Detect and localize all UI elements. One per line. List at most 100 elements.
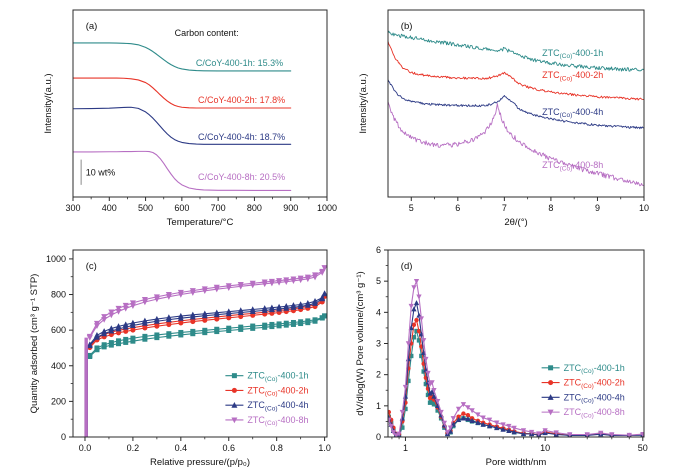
marker-square [262, 324, 268, 330]
y-tick-label: 0 [376, 432, 381, 442]
marker-circle [190, 319, 196, 325]
marker-triangle-up [547, 394, 554, 400]
y-axis-label: Intensity/(a.u.) [43, 73, 54, 133]
curve-label: ZTC(Co)-400-4h [542, 107, 603, 119]
plot-frame [72, 249, 328, 438]
marker-circle [548, 380, 554, 386]
x-tick-label: 0.8 [270, 443, 283, 453]
x-tick-label: 10 [639, 203, 649, 213]
marker-triangle-down [93, 323, 100, 329]
marker-square [130, 335, 136, 341]
marker-square [154, 332, 160, 338]
x-tick-label: 500 [138, 203, 153, 213]
panel-label: (c) [86, 261, 97, 272]
marker-square [411, 335, 417, 340]
marker-square [429, 398, 435, 404]
marker-triangle-down [626, 432, 632, 438]
marker-circle [166, 322, 172, 328]
panel-label: (a) [86, 21, 98, 32]
legend-item: ZTC(Co)-400-8h [541, 407, 625, 419]
marker-triangle-up [413, 300, 420, 306]
marker-triangle-up [455, 416, 462, 423]
marker-square [431, 402, 437, 407]
marker-triangle-down [450, 416, 456, 422]
y-axis-label: dV/dlog(W) Pore volume/(cm³ g⁻¹) [355, 271, 366, 415]
x-tick-label: 900 [283, 203, 298, 213]
marker-triangle-up [319, 295, 326, 302]
marker-triangle-down [500, 422, 506, 428]
marker-triangle-down [153, 296, 160, 303]
marker-triangle-down [536, 431, 542, 437]
legend-item: ZTC(Co)-400-4h [225, 400, 309, 412]
marker-triangle-down [438, 409, 444, 415]
y-tick-label: 600 [51, 325, 66, 335]
scalebar-label: 10 wt% [86, 167, 116, 177]
series-line [387, 101, 645, 187]
legend-item: ZTC(Co)-400-1h [541, 363, 625, 375]
marker-square [123, 339, 129, 345]
marker-circle [456, 414, 461, 419]
marker-triangle-down [304, 276, 311, 283]
marker-triangle-down [431, 388, 437, 394]
marker-triangle-up [268, 306, 275, 313]
panel-b: 5 6 7 8 9 10 2θ/(°) Intensity/(a.u.) (b) ZTC(Co)-… [358, 9, 649, 228]
x-tick-label: 400 [102, 203, 117, 213]
marker-triangle-up [486, 423, 493, 429]
marker-triangle-down [213, 286, 220, 293]
curve-label: ZTC(Co)-400-8h [542, 160, 603, 172]
series-line [72, 150, 292, 192]
marker-circle [154, 323, 160, 329]
marker-square [154, 335, 160, 341]
marker-triangle-down [455, 406, 462, 412]
marker-triangle-down [390, 430, 397, 436]
marker-square [419, 353, 424, 359]
y-tick-label: 4 [376, 307, 381, 317]
y-tick-label: 1000 [46, 254, 66, 264]
y-tick-label: 0 [61, 432, 66, 442]
marker-triangle-down [402, 384, 409, 390]
marker-triangle-down [441, 420, 448, 426]
x-tick-label: 6 [455, 203, 460, 213]
x-tick-label: 5 [409, 203, 414, 213]
marker-triangle-down [388, 423, 394, 429]
x-tick-label: 1 [403, 443, 408, 453]
curve-label: C/CoY-400-8h: 20.5% [198, 172, 285, 182]
marker-triangle-up [101, 330, 108, 337]
marker-triangle-up [249, 308, 256, 314]
marker-square [166, 333, 172, 339]
x-tick-label: 1000 [317, 203, 337, 213]
x-tick-label: 50 [638, 443, 648, 453]
marker-triangle-up [429, 388, 435, 395]
marker-triangle-up [276, 305, 283, 312]
marker-triangle-up [520, 431, 527, 437]
marker-square [142, 336, 148, 342]
marker-triangle-down [129, 303, 136, 309]
marker-triangle-down [475, 412, 481, 418]
marker-triangle-down [399, 409, 405, 415]
marker-triangle-up [469, 417, 475, 423]
x-tick-label: 300 [65, 203, 80, 213]
panel-label: (b) [401, 21, 413, 32]
marker-triangle-up [475, 419, 481, 425]
marker-triangle-up [189, 313, 196, 320]
curve-label: C/CoY-400-2h: 17.8% [198, 95, 285, 105]
marker-square [87, 354, 93, 360]
y-axis-label: Quantity adsorbed (cm³ g⁻¹ STP) [29, 274, 40, 414]
marker-circle [250, 312, 256, 318]
marker-circle [238, 314, 244, 320]
marker-square [231, 373, 237, 379]
legend-label: ZTC(Co)-400-1h [247, 371, 308, 383]
marker-square [116, 341, 122, 347]
marker-square [214, 329, 220, 335]
series-adsorption [89, 315, 326, 358]
marker-square [101, 344, 107, 350]
marker-triangle-up [129, 322, 136, 329]
marker-triangle-down [421, 338, 427, 344]
marker-square [190, 331, 196, 337]
marker-triangle-up [460, 415, 467, 421]
marker-triangle-down [413, 278, 420, 285]
series-desorption [89, 315, 326, 356]
marker-triangle-down [249, 282, 256, 289]
marker-triangle-down [542, 428, 548, 434]
marker-square [305, 320, 311, 326]
